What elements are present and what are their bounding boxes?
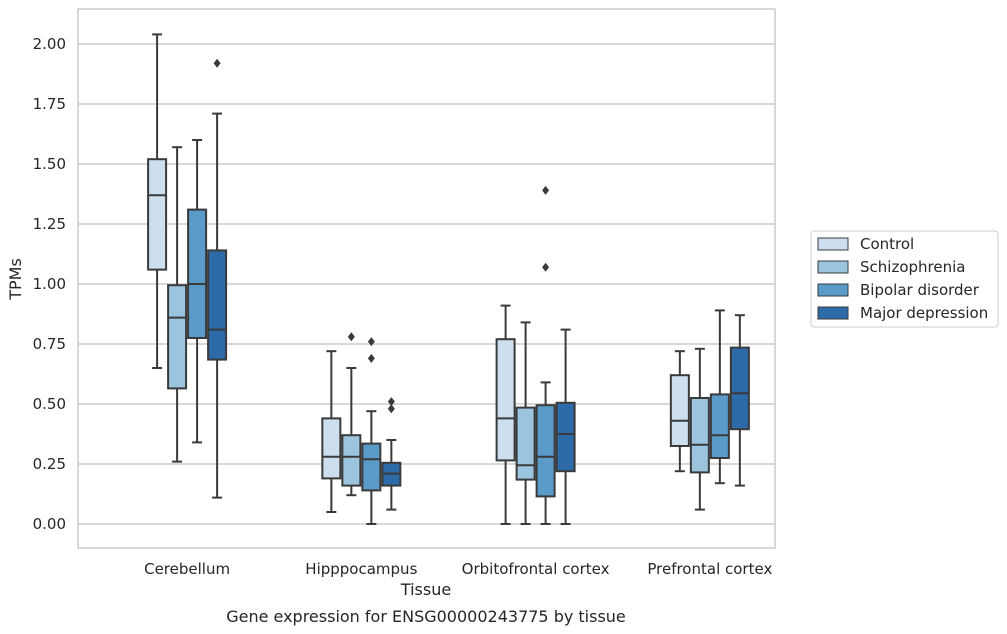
y-tick-label: 0.50 — [33, 395, 66, 413]
legend-swatch — [817, 260, 849, 274]
y-tick-label: 1.25 — [33, 215, 66, 233]
box-plot — [341, 332, 362, 497]
box — [187, 208, 208, 339]
legend: Control Schizophrenia Bipolar disorder Majo… — [810, 230, 999, 328]
box — [495, 338, 516, 462]
legend-label: Control — [860, 235, 914, 253]
outlier-marker — [542, 262, 550, 272]
y-tick-label: 0.00 — [33, 515, 66, 533]
outlier-marker — [213, 58, 221, 68]
x-tick-label: Hipppocampus — [305, 560, 417, 578]
legend-label: Major depression — [860, 304, 988, 322]
x-tick-label: Prefrontal cortex — [647, 560, 772, 578]
legend-swatch — [817, 283, 849, 297]
legend-swatch — [817, 237, 849, 251]
y-tick-label: 1.75 — [33, 95, 66, 113]
box-plots — [147, 33, 750, 525]
box-plot — [187, 139, 208, 444]
x-axis-label: Tissue — [400, 580, 451, 599]
box-plot — [669, 350, 690, 473]
x-tick-label: Cerebellum — [144, 560, 230, 578]
box — [515, 406, 536, 481]
plot-frame — [77, 8, 776, 549]
box-plot — [147, 33, 168, 369]
x-tick-labels: Cerebellum Hipppocampus Orbitofrontal cort… — [144, 560, 772, 578]
grid-lines — [78, 43, 775, 525]
x-tick-label: Orbitofrontal cortex — [462, 560, 610, 578]
box — [147, 158, 168, 271]
y-tick-label: 0.25 — [33, 455, 66, 473]
box-plot — [207, 58, 228, 499]
legend-frame — [810, 230, 999, 328]
y-tick-label: 1.50 — [33, 155, 66, 173]
box — [535, 404, 556, 498]
box — [669, 374, 690, 448]
box-plot — [689, 347, 710, 511]
outlier-marker — [367, 353, 375, 363]
y-tick-label: 0.75 — [33, 335, 66, 353]
y-axis-label: TPMs — [6, 258, 25, 301]
legend-label: Schizophrenia — [860, 258, 965, 276]
y-tick-label: 1.00 — [33, 275, 66, 293]
box — [341, 434, 362, 487]
y-tick-labels: 0.00 0.25 0.50 0.75 1.00 1.25 1.50 1.75 2.00 — [33, 35, 66, 533]
box — [729, 346, 750, 431]
outlier-marker — [367, 337, 375, 347]
outlier-marker — [542, 185, 550, 195]
box — [709, 393, 730, 459]
outlier-marker — [387, 397, 395, 407]
box-plot — [709, 309, 730, 485]
box-plot — [555, 328, 576, 525]
legend-label: Bipolar disorder — [860, 281, 980, 299]
legend-swatch — [817, 306, 849, 320]
box — [555, 401, 576, 473]
box-plot — [729, 314, 750, 487]
y-tick-label: 2.00 — [33, 35, 66, 53]
box — [207, 249, 228, 361]
box — [321, 417, 342, 480]
box-plot — [321, 350, 342, 513]
box — [689, 397, 710, 474]
outlier-marker — [347, 332, 355, 342]
outlier-marker — [387, 404, 395, 414]
chart-title: Gene expression for ENSG00000243775 by t… — [226, 607, 626, 626]
box — [167, 284, 188, 390]
box-plot — [495, 304, 516, 525]
box-plot — [535, 185, 556, 525]
box-plot — [167, 146, 188, 463]
box-plot — [361, 337, 382, 525]
box — [361, 442, 382, 492]
box-plot — [515, 321, 536, 525]
box-plot — [381, 397, 402, 511]
